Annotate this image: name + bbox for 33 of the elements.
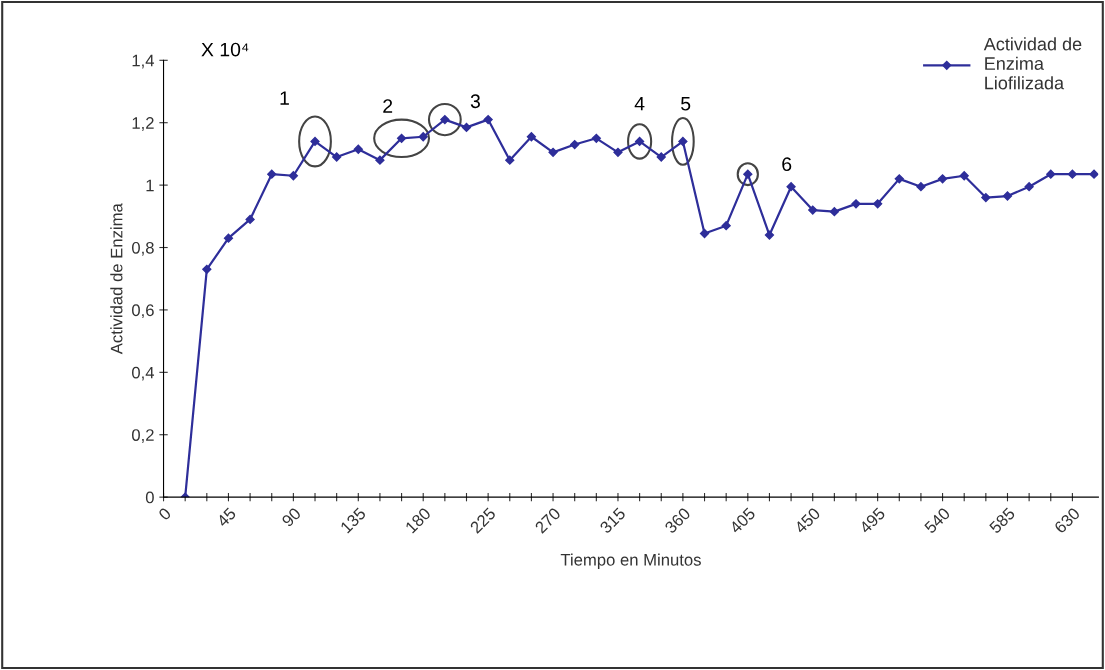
x-tick-label: 585 — [988, 506, 1016, 535]
y-tick-label: 0,2 — [132, 429, 154, 443]
x-tick-label: 360 — [663, 506, 692, 535]
x-tick-label: 90 — [281, 506, 302, 528]
y-tick-label: 0 — [145, 491, 154, 504]
annotation: 1 — [280, 91, 289, 105]
x-tick-label: 495 — [858, 506, 886, 535]
y-tick-label: 0,6 — [132, 304, 154, 319]
x-tick-label: 540 — [923, 506, 951, 535]
x-axis-title: Tiempo en Minutos — [560, 553, 701, 570]
text: X 10⁴ — [201, 42, 249, 57]
legend-label: Actividad de Enzima Liofilizada — [983, 37, 1082, 90]
x-tick-label: 0 — [157, 506, 172, 521]
x-tick-label: 630 — [1053, 506, 1081, 534]
y-tick-label: 0,4 — [132, 366, 155, 381]
x-tick-label: 180 — [404, 506, 432, 534]
annotation: 3 — [470, 94, 480, 109]
annotation: 5 — [681, 96, 691, 111]
y-tick-label: 1,2 — [132, 117, 154, 131]
y-axis-title: Actividad de Enzima — [110, 203, 123, 355]
y-tick-label: 1,4 — [132, 54, 155, 69]
x-tick-label: 135 — [339, 506, 367, 534]
annotation: 2 — [383, 99, 393, 113]
x-tick-label: 225 — [469, 506, 497, 534]
x-tick-label: 270 — [534, 506, 562, 534]
y-tick-label: 0,8 — [132, 241, 154, 256]
x-tick-label: 315 — [599, 506, 627, 535]
y-tick-label: 1 — [146, 179, 154, 192]
x-tick-label: 405 — [728, 506, 756, 535]
annotation: 4 — [634, 96, 645, 111]
x-tick-label: 45 — [216, 507, 237, 528]
annotation: 6 — [782, 157, 792, 172]
x-tick-label: 450 — [793, 506, 821, 535]
